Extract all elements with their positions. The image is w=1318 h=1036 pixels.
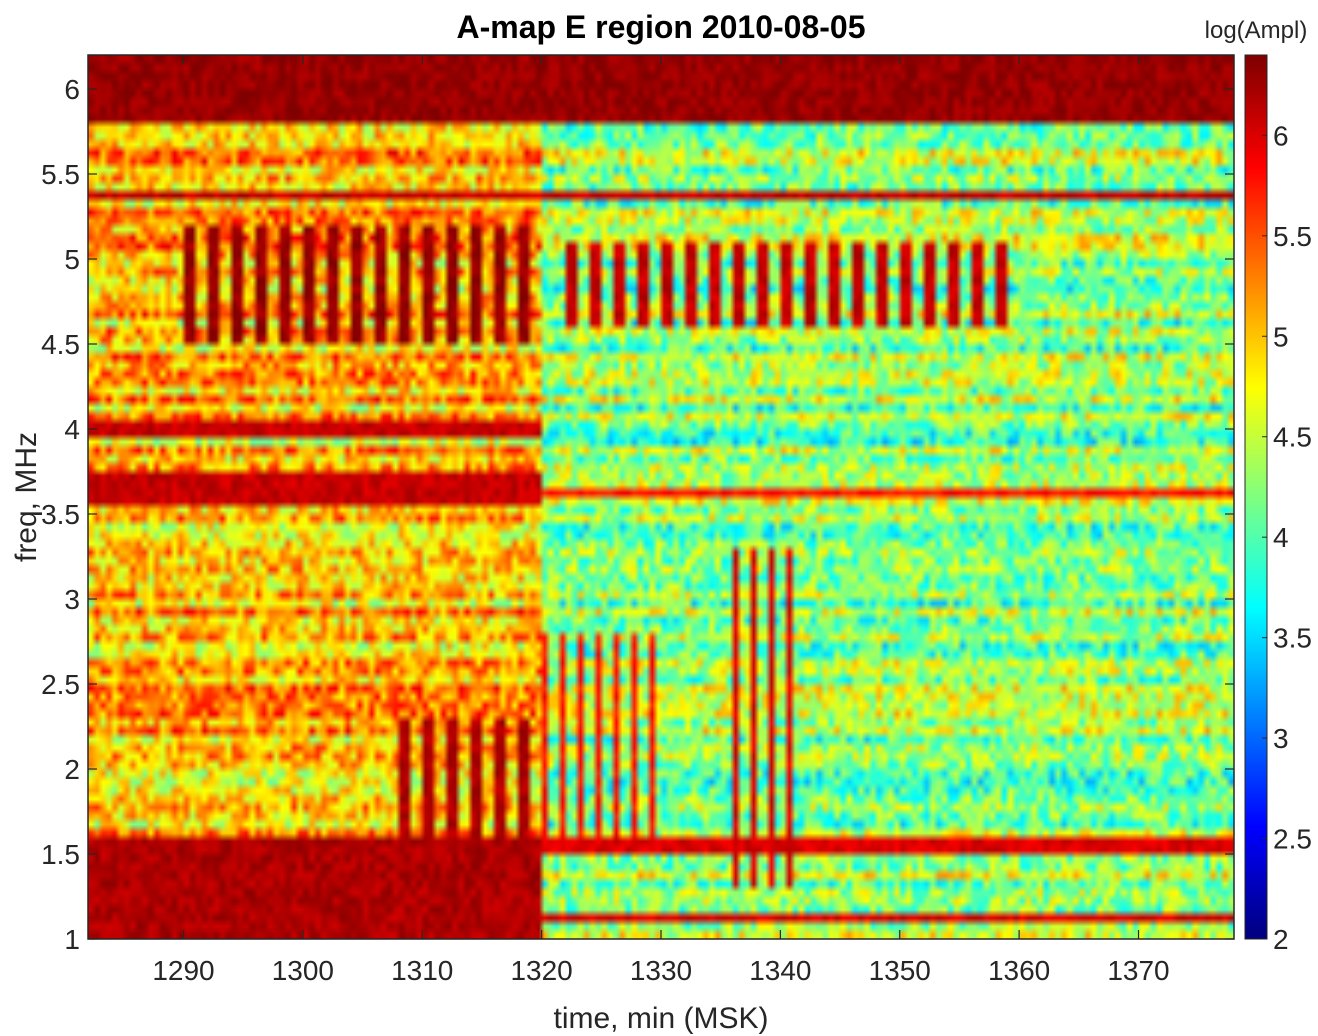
x-tick-label: 1310 bbox=[391, 955, 453, 986]
colorbar-tick-label: 2 bbox=[1273, 924, 1289, 955]
y-tick-label: 6 bbox=[64, 74, 80, 105]
colorbar-tick-label: 3 bbox=[1273, 723, 1289, 754]
x-tick-label: 1320 bbox=[510, 955, 572, 986]
plot-area bbox=[87, 54, 1235, 940]
x-tick-label: 1330 bbox=[630, 955, 692, 986]
colorbar-label: log(Ampl) bbox=[1205, 17, 1308, 44]
y-tick-label: 2 bbox=[64, 754, 80, 785]
colorbar-tick-label: 4 bbox=[1273, 522, 1289, 553]
y-tick-label: 3.5 bbox=[41, 499, 80, 530]
x-axis-ticks: 1290 1300 1310 1320 1330 1340 1350 1360 1370 bbox=[152, 55, 1170, 986]
x-tick-label: 1360 bbox=[988, 955, 1050, 986]
colorbar-tick-label: 4.5 bbox=[1273, 422, 1312, 453]
x-axis-label: time, min (MSK) bbox=[553, 1002, 768, 1035]
y-tick-label: 2.5 bbox=[41, 669, 80, 700]
x-tick-label: 1350 bbox=[869, 955, 931, 986]
y-tick-label: 3 bbox=[64, 584, 80, 615]
colorbar-tick-label: 5.5 bbox=[1273, 221, 1312, 252]
colorbar-ticks: 2 2.5 3 3.5 4 4.5 5 5.5 6 bbox=[1262, 120, 1312, 955]
colorbar-tick-label: 2.5 bbox=[1273, 824, 1312, 855]
y-tick-label: 1.5 bbox=[41, 839, 80, 870]
colorbar-tick-label: 6 bbox=[1273, 120, 1289, 151]
y-tick-label: 4.5 bbox=[41, 329, 80, 360]
colorbar-tick-label: 3.5 bbox=[1273, 623, 1312, 654]
x-tick-label: 1340 bbox=[749, 955, 811, 986]
chart-title: A-map E region 2010-08-05 bbox=[456, 9, 865, 45]
y-tick-label: 5 bbox=[64, 244, 80, 275]
colorbar: log(Ampl) 2 2.5 3 3.5 4 4.5 5 5.5 6 bbox=[1205, 17, 1312, 955]
x-tick-label: 1370 bbox=[1107, 955, 1169, 986]
y-axis-ticks: 1 1.5 2 2.5 3 3.5 4 4.5 5 5.5 6 bbox=[41, 74, 1234, 955]
x-tick-label: 1290 bbox=[152, 955, 214, 986]
y-tick-label: 4 bbox=[64, 414, 80, 445]
colorbar-frame bbox=[1244, 54, 1268, 940]
y-tick-label: 5.5 bbox=[41, 159, 80, 190]
colorbar-tick-label: 5 bbox=[1273, 321, 1289, 352]
colorbar-gradient bbox=[1245, 55, 1267, 939]
y-axis-label: freq, MHz bbox=[10, 432, 43, 562]
x-tick-label: 1300 bbox=[272, 955, 334, 986]
y-tick-label: 1 bbox=[64, 924, 80, 955]
heatmap-image bbox=[88, 55, 1234, 939]
